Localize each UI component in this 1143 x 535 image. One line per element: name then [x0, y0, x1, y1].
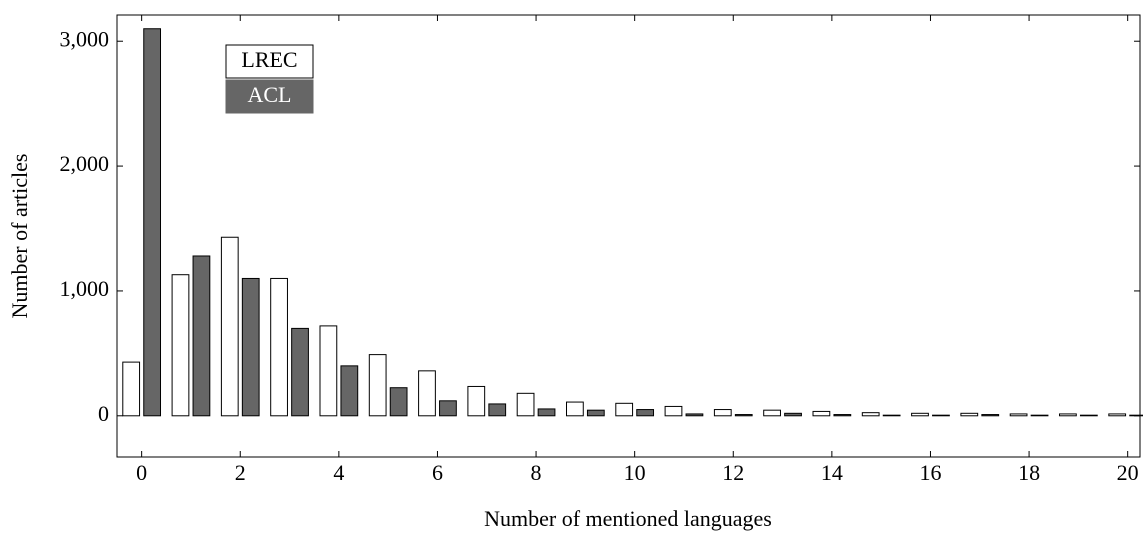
bar — [516, 392, 535, 417]
bar — [586, 409, 605, 417]
y-tick-label: 0 — [98, 401, 109, 426]
bar — [861, 412, 880, 417]
bar — [537, 408, 556, 417]
bar — [270, 277, 288, 417]
x-tick-label: 20 — [1117, 460, 1139, 485]
bar — [615, 402, 634, 417]
bar — [664, 405, 683, 417]
bar — [143, 28, 162, 417]
x-tick-label: 0 — [136, 460, 147, 485]
y-tick-label: 3,000 — [60, 26, 110, 51]
x-tick-label: 10 — [624, 460, 646, 485]
bar — [1079, 414, 1098, 417]
bar — [291, 327, 309, 417]
bar — [1009, 413, 1028, 417]
bar — [784, 412, 802, 417]
bar — [882, 414, 901, 417]
bar — [220, 236, 239, 417]
bar — [418, 370, 436, 417]
bar — [713, 409, 732, 417]
y-axis-label: Number of articles — [7, 154, 32, 319]
bar — [1108, 413, 1127, 417]
bar — [171, 274, 190, 417]
y-tick-label: 1,000 — [60, 276, 110, 301]
bar — [488, 403, 507, 417]
bar — [960, 412, 979, 417]
x-tick-label: 6 — [432, 460, 443, 485]
bar — [368, 354, 387, 417]
bar — [1030, 414, 1049, 417]
legend-box — [225, 44, 314, 79]
bar — [911, 412, 929, 417]
bar — [1129, 414, 1143, 417]
bar — [439, 400, 457, 417]
x-tick-label: 18 — [1018, 460, 1040, 485]
bar — [734, 414, 753, 417]
bar — [685, 413, 704, 417]
bar — [981, 414, 1000, 417]
x-tick-label: 8 — [531, 460, 542, 485]
y-tick-label: 2,000 — [60, 151, 110, 176]
bar — [636, 409, 655, 417]
bar — [467, 385, 486, 417]
plot-frame — [116, 14, 1141, 458]
bar — [122, 361, 141, 417]
bar — [1059, 413, 1077, 417]
legend-label: ACL — [248, 82, 292, 107]
bar — [763, 409, 781, 417]
x-axis-label: Number of mentioned languages — [484, 506, 772, 531]
bar — [241, 277, 260, 417]
bar — [340, 365, 359, 417]
legend-box — [225, 79, 314, 114]
bar — [192, 255, 211, 417]
bar — [812, 410, 831, 417]
x-tick-label: 14 — [821, 460, 843, 485]
x-tick-label: 2 — [235, 460, 246, 485]
legend-label: LREC — [241, 47, 297, 72]
bar — [566, 401, 584, 417]
x-tick-label: 12 — [722, 460, 744, 485]
bar — [932, 414, 950, 417]
x-tick-label: 16 — [919, 460, 941, 485]
bar — [319, 325, 338, 417]
x-tick-label: 4 — [333, 460, 344, 485]
bar — [389, 387, 408, 417]
bar — [833, 414, 852, 417]
